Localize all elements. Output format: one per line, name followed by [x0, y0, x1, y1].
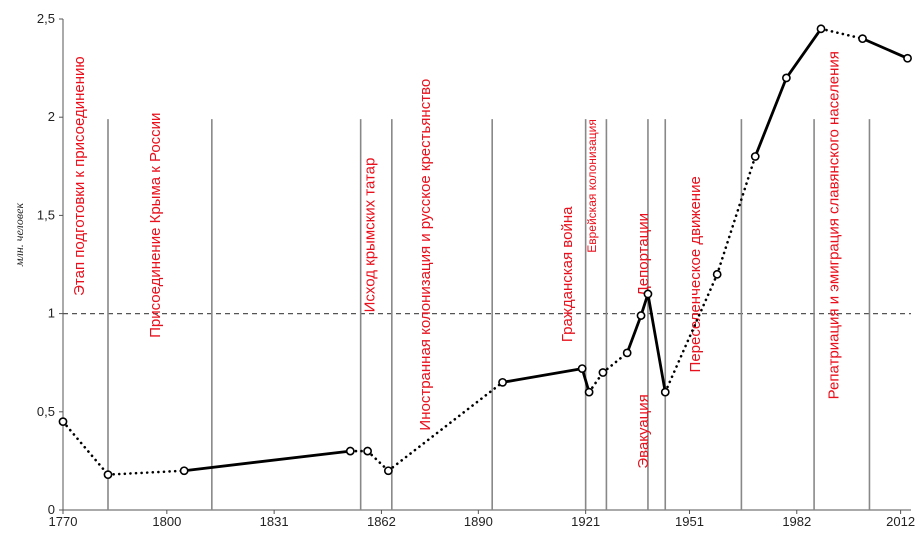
series-segment: [366, 449, 390, 473]
data-point: [750, 152, 760, 161]
x-tick-label: 2012: [886, 514, 915, 529]
period-label: Еврейская колонизация: [585, 119, 599, 253]
data-point: [816, 24, 826, 34]
x-tick-label: 1800: [152, 514, 181, 529]
y-tick-label: 0: [48, 502, 55, 517]
data-point: [636, 311, 646, 320]
series-segment: [715, 155, 757, 276]
data-point: [58, 417, 68, 427]
period-label: Эвакуация: [635, 394, 652, 468]
period-label: Депортации: [635, 213, 652, 296]
period-label: Этап подготовки к присоединению: [71, 56, 88, 296]
data-point: [903, 53, 912, 63]
series-segment: [106, 469, 186, 476]
series-segment: [663, 273, 719, 394]
x-tick-label: 1951: [675, 514, 704, 529]
y-axis-label: млн. человек: [12, 203, 26, 268]
data-point: [103, 470, 113, 480]
data-point: [660, 387, 670, 397]
y-tick-label: 2,5: [37, 11, 55, 26]
series-segment: [182, 449, 352, 473]
period-label: Иностранная колонизация и русское кресть…: [417, 79, 434, 431]
x-tick-label: 1982: [782, 514, 811, 529]
series-segment: [501, 367, 584, 384]
period-label: Присоединение Крыма к России: [147, 113, 164, 338]
series-segment: [587, 371, 605, 394]
x-tick-label: 1862: [367, 514, 396, 529]
data-point: [598, 368, 608, 377]
y-tick-label: 1: [48, 306, 55, 321]
x-tick-label: 1831: [260, 514, 289, 529]
data-point: [498, 377, 507, 387]
x-tick-label: 1770: [49, 514, 78, 529]
data-point: [643, 289, 653, 299]
series-segment: [861, 37, 909, 60]
period-label: Репатриация и эмиграция славянского насе…: [825, 51, 842, 399]
data-point: [622, 348, 632, 358]
period-label: Исход крымских татар: [362, 158, 379, 313]
data-point: [781, 73, 791, 83]
x-tick-label: 1921: [571, 514, 600, 529]
series-segment: [61, 420, 110, 476]
period-label: Переселенческое движение: [687, 176, 704, 372]
series-segment: [753, 76, 788, 158]
series-segment: [387, 381, 504, 473]
series-segment: [646, 292, 667, 394]
period-label: Гражданская война: [559, 206, 576, 342]
data-point: [584, 387, 594, 397]
data-point: [858, 34, 867, 44]
data-point: [179, 466, 189, 476]
data-point: [363, 446, 372, 456]
series-segment: [784, 27, 823, 80]
series-segment: [625, 314, 643, 355]
data-point: [383, 466, 393, 476]
data-point: [345, 446, 355, 456]
data-point: [577, 364, 587, 373]
y-tick-label: 2: [48, 109, 55, 124]
data-point: [712, 269, 722, 279]
y-tick-label: 1,5: [37, 207, 55, 222]
series-segment: [819, 27, 864, 40]
y-tick-label: 0,5: [37, 404, 55, 419]
series-segment: [601, 351, 629, 374]
x-tick-label: 1890: [464, 514, 493, 529]
